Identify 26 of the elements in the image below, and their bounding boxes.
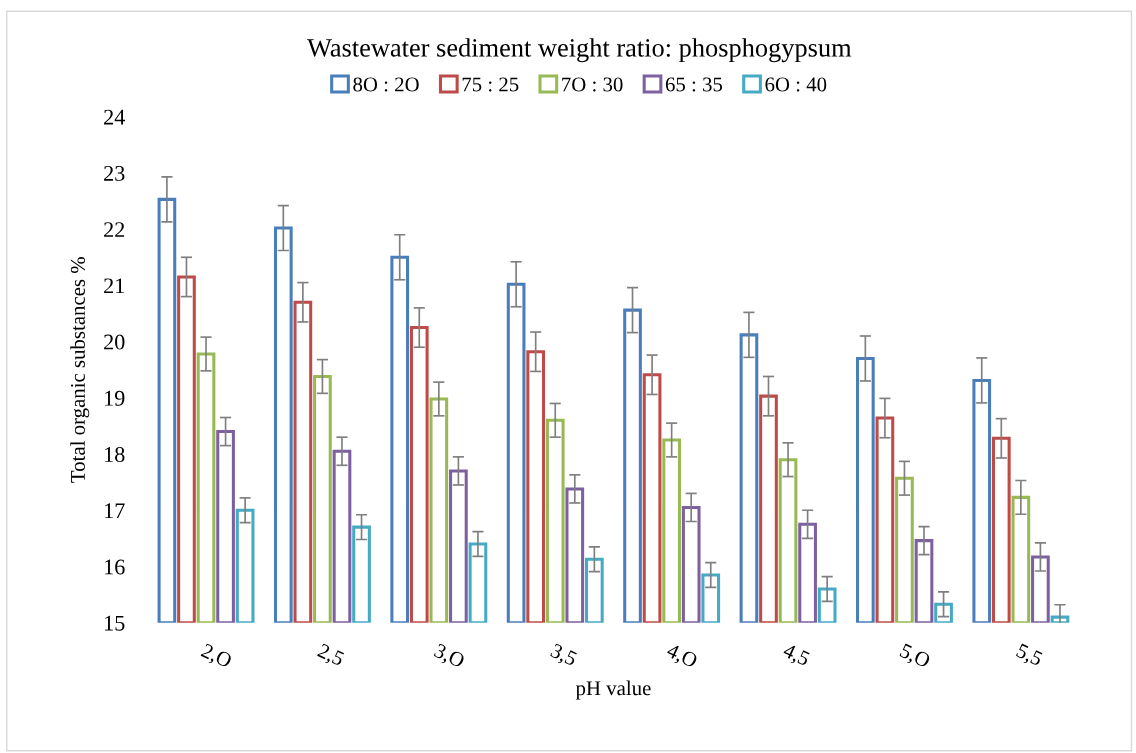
y-tick-label: 24 [104,109,125,125]
y-tick-label: 22 [104,222,125,237]
y-tick-label: 15 [105,615,125,631]
y-tick-label: 20 [104,334,125,350]
y-tick-label: 21 [104,278,124,294]
y-tick-label: 23 [104,165,125,181]
legend-label: 6O : 40 [765,77,827,92]
legend-label: 75 : 25 [462,77,519,92]
x-axis-title: pH value [575,680,651,700]
y-tick-label: 19 [105,390,125,406]
x-tick-label: 3,5 [548,643,578,669]
x-tick-label: 5,5 [1014,643,1044,669]
x-tick-label: 4,5 [780,643,811,669]
x-tick-label: 2,5 [315,643,346,669]
legend-label: 8O : 2O [353,77,419,92]
y-axis-title: Total organic substances % [70,257,90,483]
y-tick-label: 18 [105,446,125,462]
y-tick-label: 17 [105,503,125,518]
x-tick-label: 5,O [898,643,932,671]
x-tick-label: 3,O [432,643,466,671]
y-tick-label: 16 [105,559,125,575]
legend-label: 65 : 35 [665,77,723,92]
x-tick-label: 2,O [199,643,233,671]
chart-title: Wastewater sediment weight ratio: phosphogypsum [307,38,852,63]
x-tick-label: 4,O [664,642,699,671]
legend-label: 7O : 30 [562,77,623,92]
